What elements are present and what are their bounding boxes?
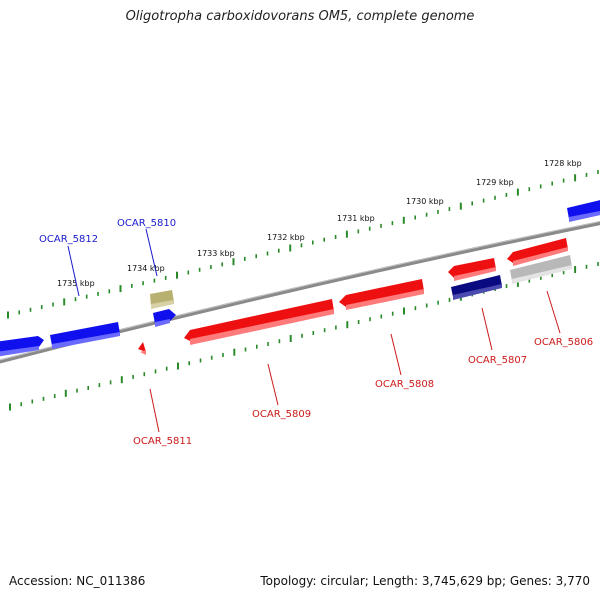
gene-label-ocar-5807: OCAR_5807	[468, 355, 527, 366]
gene-label-ocar-5808: OCAR_5808	[375, 379, 434, 390]
genome-summary-text: Topology: circular; Length: 3,745,629 bp…	[260, 574, 590, 588]
tick-track-bottom	[9, 262, 599, 411]
tick-track-top	[7, 170, 599, 319]
accession-text: Accession: NC_011386	[9, 574, 146, 588]
leader-ocar-5810	[145, 228, 158, 277]
gene-forward-right-edge[interactable]	[567, 199, 600, 222]
gene-label-ocar-5810: OCAR_5810	[117, 218, 176, 229]
gene-label-ocar-5809: OCAR_5809	[252, 409, 311, 420]
tick-label-1728: 1728 kbp	[544, 159, 582, 168]
tick-label-1730: 1730 kbp	[406, 197, 444, 206]
gene-ocar-5811[interactable]	[138, 342, 146, 355]
leader-ocar-5812	[67, 245, 80, 297]
gene-olive[interactable]	[150, 290, 174, 309]
tick-label-1734: 1734 kbp	[127, 264, 165, 273]
leader-ocar-5809	[267, 363, 279, 406]
gene-forward-left-1[interactable]	[0, 336, 44, 357]
gene-label-ocar-5812: OCAR_5812	[39, 234, 98, 245]
tick-label-1733: 1733 kbp	[197, 249, 235, 258]
gene-label-ocar-5806: OCAR_5806	[534, 337, 593, 348]
gene-ocar-5808[interactable]	[339, 279, 424, 310]
tick-label-1729: 1729 kbp	[476, 178, 514, 187]
gene-ocar-5812[interactable]	[50, 322, 120, 349]
gene-ocar-5809[interactable]	[184, 299, 334, 345]
leader-ocar-5811	[149, 388, 160, 433]
leader-ocar-5806	[546, 290, 561, 334]
map-title: Oligotropha carboxidovorans OM5, complet…	[125, 9, 475, 24]
gene-ocar-5807[interactable]	[451, 275, 502, 300]
tick-label-1732: 1732 kbp	[267, 233, 305, 242]
gene-ocar-5806[interactable]	[510, 255, 572, 284]
tick-label-1731: 1731 kbp	[337, 214, 375, 223]
gene-ocar-5810[interactable]	[153, 309, 176, 327]
gene-ocar-5807-upper[interactable]	[448, 258, 496, 281]
gene-label-ocar-5811: OCAR_5811	[133, 436, 192, 447]
leader-ocar-5808	[390, 333, 402, 376]
gene-ocar-5806-upper[interactable]	[507, 238, 568, 266]
leader-ocar-5807	[481, 307, 493, 351]
